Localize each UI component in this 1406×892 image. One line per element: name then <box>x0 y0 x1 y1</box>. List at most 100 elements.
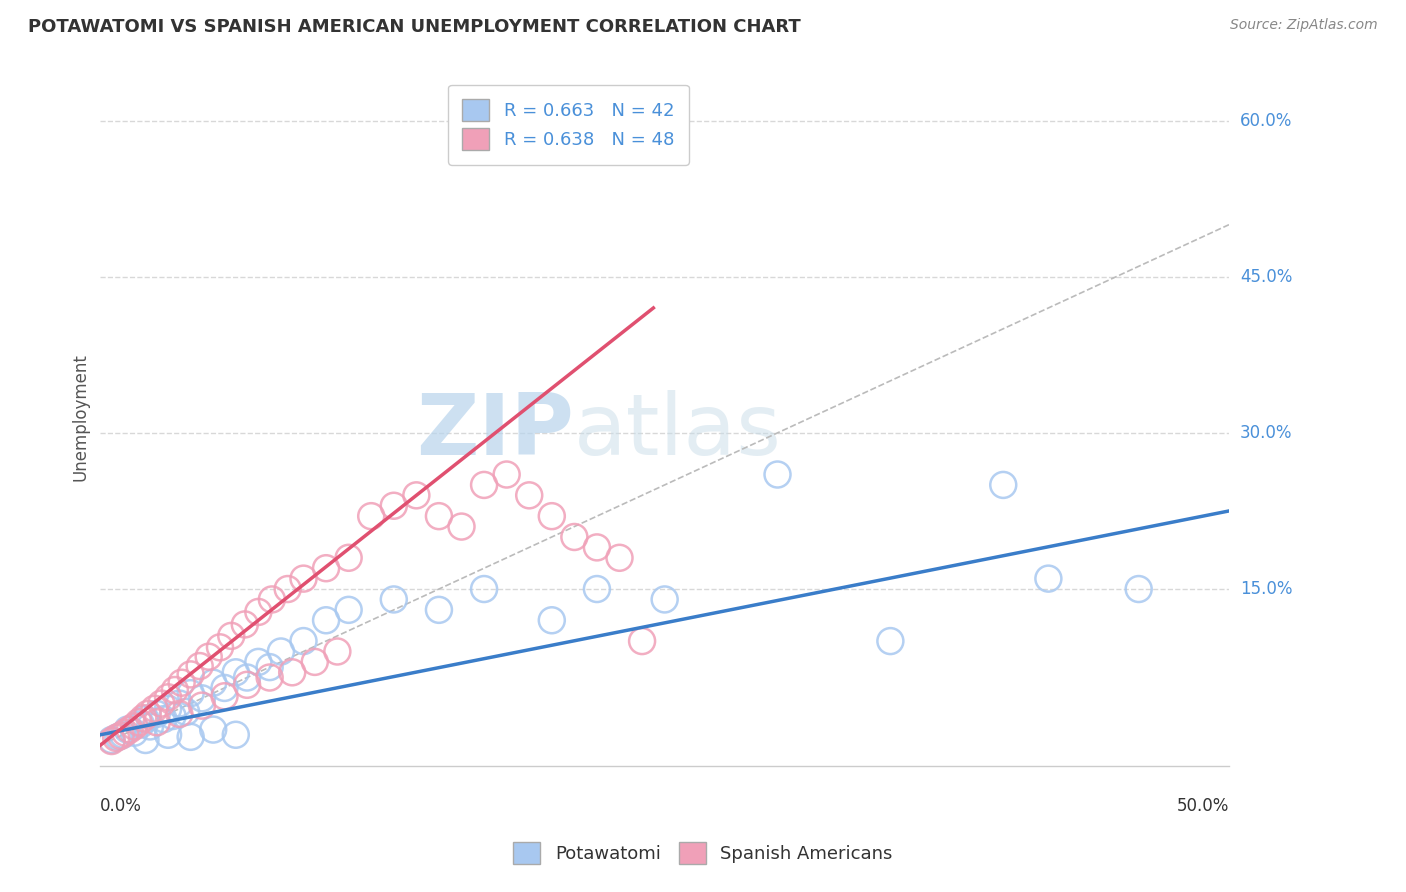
Point <box>382 499 405 513</box>
Text: 30.0%: 30.0% <box>1240 424 1292 442</box>
Point <box>214 690 236 704</box>
Point <box>315 561 337 575</box>
Point <box>427 603 450 617</box>
Point <box>134 733 156 747</box>
Point <box>170 675 193 690</box>
Point <box>292 572 315 586</box>
Point <box>315 613 337 627</box>
Point <box>169 706 191 721</box>
Point <box>540 613 562 627</box>
Point <box>233 617 256 632</box>
Point <box>225 728 247 742</box>
Text: 15.0%: 15.0% <box>1240 580 1292 598</box>
Point <box>188 659 211 673</box>
Point <box>405 488 427 502</box>
Point <box>495 467 517 482</box>
Point <box>236 671 259 685</box>
Text: POTAWATOMI VS SPANISH AMERICAN UNEMPLOYMENT CORRELATION CHART: POTAWATOMI VS SPANISH AMERICAN UNEMPLOYM… <box>28 18 801 36</box>
Point <box>163 683 186 698</box>
Point <box>107 730 129 744</box>
Point <box>766 467 789 482</box>
Point <box>247 655 270 669</box>
Point <box>225 665 247 680</box>
Point <box>117 723 139 737</box>
Point <box>197 649 219 664</box>
Point <box>111 728 134 742</box>
Point <box>427 509 450 524</box>
Point <box>169 697 191 711</box>
Point <box>259 660 281 674</box>
Point <box>609 550 631 565</box>
Point <box>146 706 169 721</box>
Point <box>128 715 150 730</box>
Point <box>247 605 270 619</box>
Point <box>472 478 495 492</box>
Text: atlas: atlas <box>575 390 782 473</box>
Text: Source: ZipAtlas.com: Source: ZipAtlas.com <box>1230 18 1378 32</box>
Point <box>517 488 540 502</box>
Point <box>157 702 180 716</box>
Point <box>100 734 122 748</box>
Point <box>337 550 360 565</box>
Point <box>180 730 202 744</box>
Point <box>326 644 349 658</box>
Point <box>281 665 304 680</box>
Point <box>337 603 360 617</box>
Point <box>586 541 609 555</box>
Point <box>118 723 141 737</box>
Point <box>105 731 128 745</box>
Point <box>150 697 173 711</box>
Point <box>214 681 236 695</box>
Point <box>202 675 225 690</box>
Text: ZIP: ZIP <box>416 390 575 473</box>
Point <box>202 723 225 737</box>
Text: 50.0%: 50.0% <box>1177 797 1229 814</box>
Point <box>259 671 281 685</box>
Point <box>270 644 292 658</box>
Legend: Potawatomi, Spanish Americans: Potawatomi, Spanish Americans <box>499 828 907 879</box>
Point <box>993 478 1015 492</box>
Legend: R = 0.663   N = 42, R = 0.638   N = 48: R = 0.663 N = 42, R = 0.638 N = 48 <box>449 85 689 165</box>
Point <box>100 733 122 747</box>
Point <box>586 582 609 596</box>
Point <box>122 719 145 733</box>
Point <box>157 690 180 705</box>
Point <box>654 592 676 607</box>
Point <box>1038 572 1060 586</box>
Text: 45.0%: 45.0% <box>1240 268 1292 285</box>
Text: 60.0%: 60.0% <box>1240 112 1292 129</box>
Point <box>260 592 283 607</box>
Point <box>472 582 495 596</box>
Point <box>157 728 180 742</box>
Point <box>540 509 562 524</box>
Point <box>110 729 132 743</box>
Point <box>450 519 472 533</box>
Point <box>132 711 155 725</box>
Point <box>152 712 174 726</box>
Point <box>162 709 184 723</box>
Point <box>174 705 197 719</box>
Y-axis label: Unemployment: Unemployment <box>72 353 89 481</box>
Point <box>180 686 202 700</box>
Point <box>191 691 214 706</box>
Point <box>564 530 586 544</box>
Point <box>180 667 202 681</box>
Point <box>219 629 242 643</box>
Point <box>143 702 166 716</box>
Point <box>382 592 405 607</box>
Point <box>1128 582 1150 596</box>
Point <box>236 678 259 692</box>
Text: 0.0%: 0.0% <box>100 797 142 814</box>
Point <box>879 634 901 648</box>
Point <box>191 698 214 713</box>
Point <box>146 715 169 730</box>
Point <box>122 725 145 739</box>
Point <box>208 640 231 655</box>
Point <box>277 582 299 596</box>
Point <box>139 719 162 733</box>
Point <box>129 717 152 731</box>
Point <box>114 725 136 739</box>
Point <box>631 634 654 648</box>
Point <box>292 634 315 648</box>
Point <box>134 712 156 726</box>
